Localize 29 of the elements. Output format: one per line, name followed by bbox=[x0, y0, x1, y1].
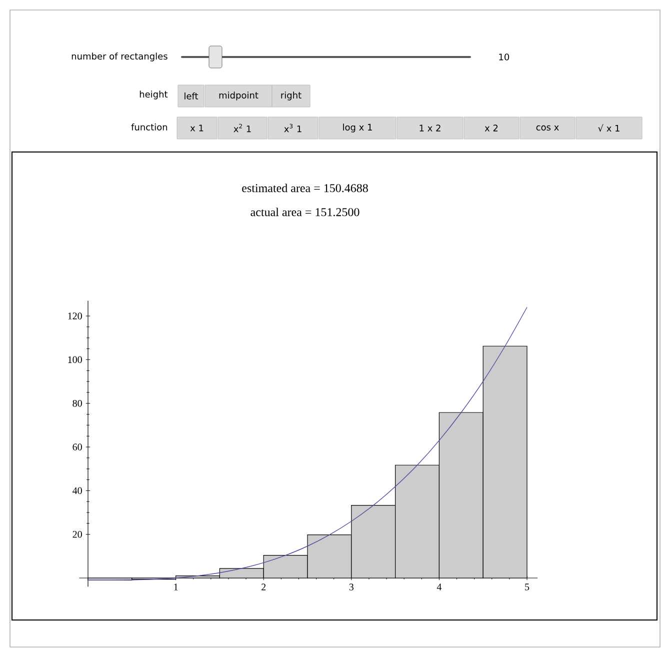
text: left bbox=[184, 92, 198, 100]
text: x$^{2}$ 1 bbox=[234, 124, 251, 132]
text: x 1 bbox=[190, 124, 204, 132]
y-tick-label: 80 bbox=[72, 400, 82, 407]
text: 10 bbox=[499, 54, 510, 60]
text: 1 x 2 bbox=[420, 124, 440, 132]
text: cos x bbox=[536, 125, 559, 131]
x-tick-label: 1 bbox=[174, 584, 178, 590]
text: right bbox=[281, 92, 302, 100]
text: number of rectangles bbox=[72, 52, 168, 62]
chart-subtitle: actual area = 151.2500 bbox=[250, 208, 360, 216]
text: √ x 1 bbox=[598, 124, 620, 132]
x-tick-label: 4 bbox=[436, 584, 442, 590]
y-tick-label: 40 bbox=[72, 487, 82, 494]
y-tick-label: 60 bbox=[72, 444, 82, 450]
text: midpoint bbox=[219, 92, 258, 100]
text: height bbox=[140, 90, 168, 100]
line-series bbox=[88, 306, 528, 581]
x-tick-label: 2 bbox=[262, 584, 266, 590]
x-tick-label: 3 bbox=[349, 584, 354, 590]
x-tick-label: 5 bbox=[525, 584, 530, 590]
chart-title: estimated area = 150.4688 bbox=[242, 184, 368, 192]
text: log x 1 bbox=[343, 124, 372, 132]
text: x 2 bbox=[484, 124, 498, 132]
text: function bbox=[131, 124, 168, 130]
y-tick-label: 100 bbox=[68, 356, 82, 364]
y-tick-label: 120 bbox=[68, 312, 82, 320]
text: x$^{3}$ 1 bbox=[284, 124, 302, 132]
y-tick-label: 20 bbox=[72, 530, 82, 538]
